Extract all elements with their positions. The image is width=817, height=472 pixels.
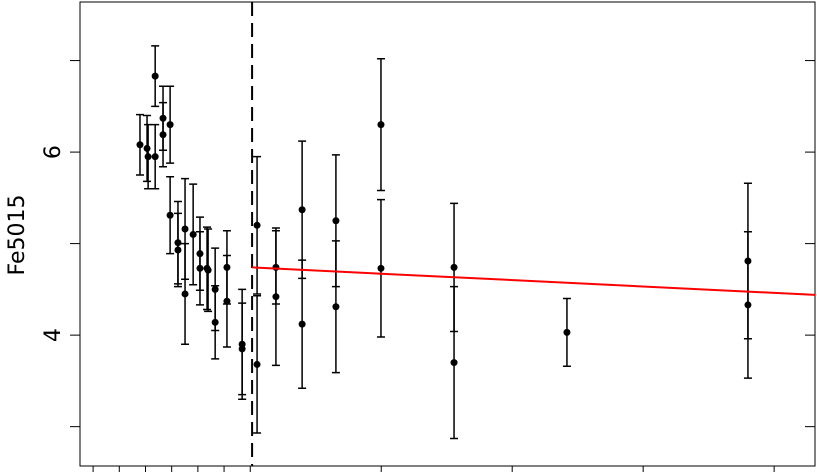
point	[744, 301, 752, 309]
point	[174, 246, 182, 254]
point	[181, 225, 189, 233]
y-tick-label: 4	[41, 328, 66, 342]
point	[144, 153, 152, 161]
point	[151, 153, 159, 161]
point	[450, 359, 458, 367]
point	[377, 264, 385, 272]
plot-frame	[79, 1, 816, 467]
point	[204, 266, 212, 274]
point	[377, 121, 385, 129]
point	[332, 303, 340, 311]
point	[166, 121, 174, 129]
point	[223, 297, 231, 305]
point	[238, 345, 246, 353]
point	[450, 263, 458, 271]
point	[298, 206, 306, 214]
point	[298, 320, 306, 328]
point	[143, 144, 151, 152]
y-axis-label: Fe5015	[5, 195, 30, 276]
point	[332, 217, 340, 225]
point	[151, 72, 159, 80]
point	[181, 290, 189, 298]
point	[189, 230, 197, 238]
point	[253, 221, 261, 229]
point	[166, 211, 174, 219]
point	[563, 328, 571, 336]
point	[272, 293, 280, 301]
point	[136, 141, 144, 149]
point	[159, 131, 167, 139]
point	[253, 360, 261, 368]
fit-line	[252, 266, 816, 296]
point	[211, 318, 219, 326]
y-tick-label: 6	[41, 145, 66, 159]
point	[196, 264, 204, 272]
